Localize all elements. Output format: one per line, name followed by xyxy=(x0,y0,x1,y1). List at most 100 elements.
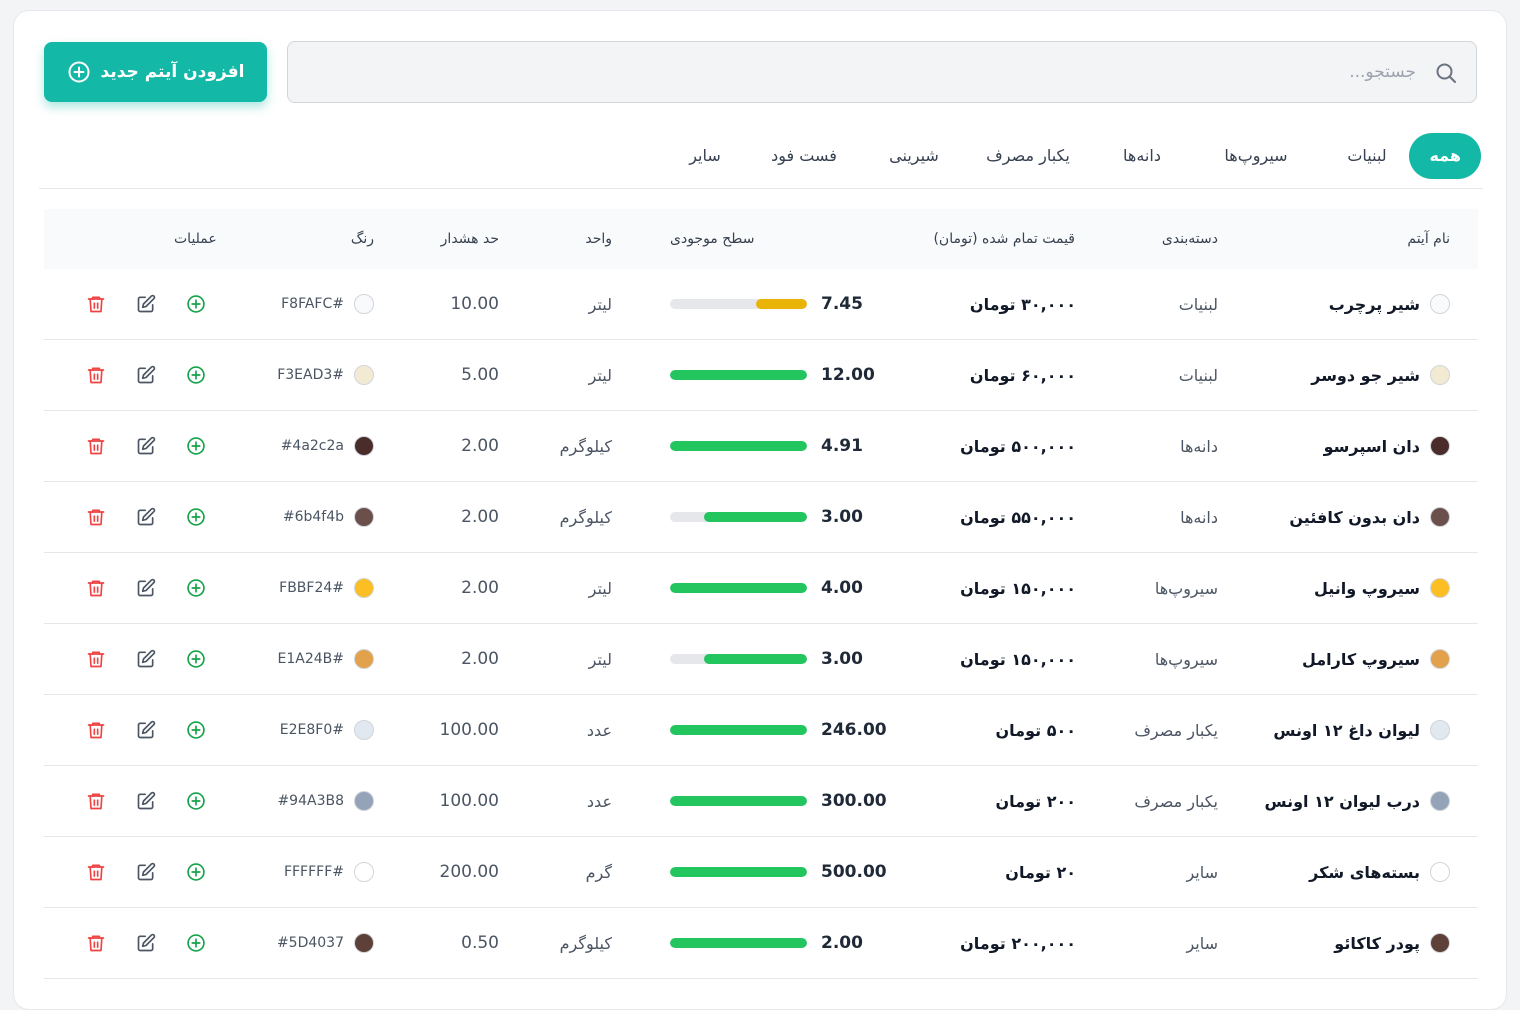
delete-icon[interactable] xyxy=(86,436,106,456)
row-actions xyxy=(86,624,206,694)
delete-icon[interactable] xyxy=(86,578,106,598)
item-name: سیروپ کارامل xyxy=(1301,649,1420,669)
color-swatch xyxy=(354,862,374,882)
item-name: پودر کاکائو xyxy=(1334,933,1420,953)
add-stock-icon[interactable] xyxy=(186,862,206,882)
item-price: ۶۰,۰۰۰ تومان xyxy=(969,365,1076,385)
tab-sweets[interactable]: شیرینی xyxy=(889,146,939,165)
color-swatch xyxy=(354,578,374,598)
tab-beans[interactable]: دانه‌ها xyxy=(1123,146,1161,165)
row-actions xyxy=(86,482,206,552)
item-name-cell: لیوان داغ ۱۲ اونس xyxy=(1273,695,1450,765)
stock-value: 246.00 xyxy=(821,720,887,740)
stock-bar-fill xyxy=(670,583,807,593)
edit-icon[interactable] xyxy=(136,507,156,527)
color-cell: #5D4037 xyxy=(277,908,374,978)
item-name: بسته‌های شکر xyxy=(1309,862,1420,882)
tab-fastfood[interactable]: فست فود xyxy=(771,146,837,165)
delete-icon[interactable] xyxy=(86,365,106,385)
stock-value: 2.00 xyxy=(821,933,863,953)
delete-icon[interactable] xyxy=(86,862,106,882)
edit-icon[interactable] xyxy=(136,933,156,953)
header-ops: عملیات xyxy=(174,231,217,247)
add-stock-icon[interactable] xyxy=(186,436,206,456)
stock-level-cell: 4.91 xyxy=(670,411,863,481)
edit-icon[interactable] xyxy=(136,791,156,811)
stock-value: 500.00 xyxy=(821,862,887,882)
item-name-cell: سیروپ کارامل xyxy=(1302,624,1450,694)
add-stock-icon[interactable] xyxy=(186,933,206,953)
tab-dairy[interactable]: لبنیات xyxy=(1347,146,1387,165)
search-input[interactable] xyxy=(316,42,1416,102)
stock-level-cell: 4.00 xyxy=(670,553,863,623)
stock-level-cell: 246.00 xyxy=(670,695,887,765)
header-color: رنگ xyxy=(350,231,374,247)
add-item-label: افزودن آیتم جدید xyxy=(100,62,245,82)
edit-icon[interactable] xyxy=(136,578,156,598)
edit-icon[interactable] xyxy=(136,294,156,314)
add-stock-icon[interactable] xyxy=(186,720,206,740)
item-color-swatch xyxy=(1430,436,1450,456)
stock-bar xyxy=(670,938,807,948)
header-warning: حد هشدار xyxy=(440,231,499,247)
item-color-swatch xyxy=(1430,365,1450,385)
delete-icon[interactable] xyxy=(86,720,106,740)
edit-icon[interactable] xyxy=(136,720,156,740)
color-cell: #94A3B8 xyxy=(277,766,374,836)
item-unit: کیلوگرم xyxy=(559,436,612,456)
stock-bar xyxy=(670,867,807,877)
table-row: پودر کاکائو سایر ۲۰۰,۰۰۰ تومان 2.00 کیلوگرم 0… xyxy=(44,908,1478,979)
item-color-swatch xyxy=(1430,720,1450,740)
add-stock-icon[interactable] xyxy=(186,578,206,598)
item-name: شیر جو دوسر xyxy=(1311,365,1420,385)
add-stock-icon[interactable] xyxy=(186,365,206,385)
stock-level-cell: 300.00 xyxy=(670,766,887,836)
warning-threshold: 2.00 xyxy=(461,578,499,598)
item-price: ۲۰۰ تومان xyxy=(995,791,1076,811)
header-category: دسته‌بندی xyxy=(1161,231,1218,247)
add-stock-icon[interactable] xyxy=(186,294,206,314)
item-unit: لیتر xyxy=(588,578,612,598)
item-name-cell: دان اسپرسو xyxy=(1324,411,1450,481)
tab-syrups[interactable]: سیروپ‌ها xyxy=(1224,146,1288,165)
warning-threshold: 5.00 xyxy=(461,365,499,385)
edit-icon[interactable] xyxy=(136,436,156,456)
edit-icon[interactable] xyxy=(136,862,156,882)
tab-all[interactable]: همه xyxy=(1409,133,1481,179)
color-swatch xyxy=(354,720,374,740)
item-color-swatch xyxy=(1430,294,1450,314)
delete-icon[interactable] xyxy=(86,294,106,314)
item-price: ۱۵۰,۰۰۰ تومان xyxy=(960,578,1076,598)
row-actions xyxy=(86,695,206,765)
add-stock-icon[interactable] xyxy=(186,649,206,669)
item-color-swatch xyxy=(1430,862,1450,882)
tab-disposable[interactable]: یکبار مصرف xyxy=(986,146,1070,165)
color-hex: FBBF24# xyxy=(279,580,344,596)
item-name: شیر پرچرب xyxy=(1328,294,1420,314)
item-category: دانه‌ها xyxy=(1180,436,1218,456)
table-row: شیر جو دوسر لبنیات ۶۰,۰۰۰ تومان 12.00 لیتر 5.… xyxy=(44,340,1478,411)
delete-icon[interactable] xyxy=(86,507,106,527)
search-box xyxy=(287,41,1477,103)
tab-other[interactable]: سایر xyxy=(689,146,721,165)
stock-value: 4.00 xyxy=(821,578,863,598)
item-price: ۵۰۰,۰۰۰ تومان xyxy=(960,436,1076,456)
item-category: سیروپ‌ها xyxy=(1154,649,1218,669)
delete-icon[interactable] xyxy=(86,649,106,669)
color-cell: E1A24B# xyxy=(278,624,374,694)
edit-icon[interactable] xyxy=(136,365,156,385)
color-hex: E2E8F0# xyxy=(279,722,344,738)
edit-icon[interactable] xyxy=(136,649,156,669)
item-category: لبنیات xyxy=(1178,294,1218,314)
item-price: ۵۰۰ تومان xyxy=(995,720,1076,740)
color-cell: E2E8F0# xyxy=(280,695,374,765)
stock-level-cell: 3.00 xyxy=(670,624,863,694)
add-stock-icon[interactable] xyxy=(186,791,206,811)
stock-level-cell: 2.00 xyxy=(670,908,863,978)
add-item-button[interactable]: افزودن آیتم جدید xyxy=(44,42,267,102)
delete-icon[interactable] xyxy=(86,791,106,811)
delete-icon[interactable] xyxy=(86,933,106,953)
header-name: نام آیتم xyxy=(1407,231,1450,247)
add-stock-icon[interactable] xyxy=(186,507,206,527)
color-cell: F3EAD3# xyxy=(277,340,374,410)
